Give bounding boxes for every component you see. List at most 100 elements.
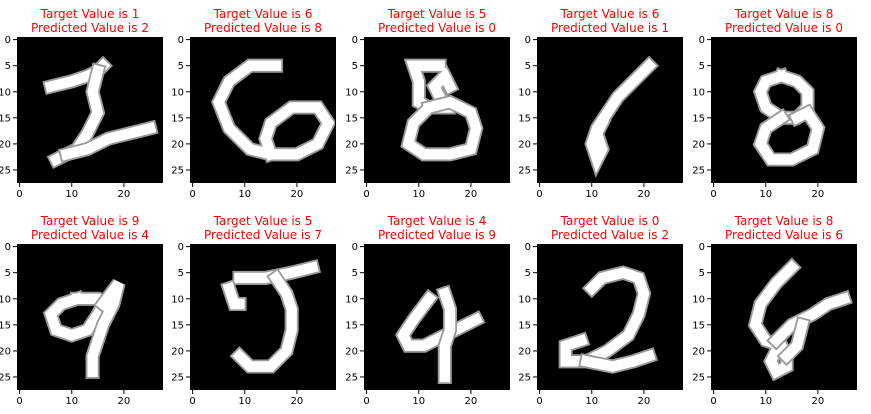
panel-target-title: Target Value is 6 xyxy=(560,7,660,21)
stroke-core xyxy=(213,60,335,161)
y-tick-label: 20 xyxy=(692,346,705,357)
y-tick-label: 10 xyxy=(0,294,11,305)
y-tick-label: 10 xyxy=(518,294,531,305)
x-tick-label: 20 xyxy=(638,189,651,200)
stroke-core xyxy=(438,286,456,383)
digit-4-strokes xyxy=(394,284,486,385)
y-tick-label: 15 xyxy=(692,320,705,331)
panel-predicted-title: Predicted Value is 1 xyxy=(551,21,669,35)
panel-predicted-title: Predicted Value is 4 xyxy=(31,228,149,242)
y-tick-label: 10 xyxy=(345,87,358,98)
y-tick-label: 10 xyxy=(0,87,11,98)
panel-frame xyxy=(364,37,510,183)
digit-8-strokes xyxy=(747,257,853,382)
y-tick-label: 20 xyxy=(345,139,358,150)
y-tick-label: 25 xyxy=(171,372,184,383)
panel-target-title: Target Value is 9 xyxy=(40,214,140,228)
x-tick-label: 0 xyxy=(189,189,195,200)
y-tick-label: 10 xyxy=(692,294,705,305)
digit-6-strokes xyxy=(584,55,660,178)
y-tick-label: 15 xyxy=(518,113,531,124)
stroke-core xyxy=(754,105,824,165)
digit-8-strokes xyxy=(752,67,826,167)
y-tick-label: 10 xyxy=(171,294,184,305)
stroke-core xyxy=(768,292,851,348)
panel-predicted-title: Predicted Value is 0 xyxy=(378,21,496,35)
x-tick-label: 10 xyxy=(585,189,598,200)
stroke-core xyxy=(397,291,484,351)
y-tick-label: 15 xyxy=(0,113,11,124)
y-tick-label: 0 xyxy=(525,35,531,46)
panel-target-title: Target Value is 6 xyxy=(213,7,313,21)
y-tick-label: 15 xyxy=(518,320,531,331)
x-tick-label: 10 xyxy=(412,189,425,200)
panel-frame xyxy=(190,244,336,390)
panel-frame xyxy=(364,244,510,390)
y-tick-label: 25 xyxy=(345,165,358,176)
panel-frame xyxy=(711,37,857,183)
panel-predicted-title: Predicted Value is 8 xyxy=(204,21,322,35)
x-tick-label: 20 xyxy=(465,396,478,407)
y-tick-label: 10 xyxy=(345,294,358,305)
x-tick-label: 10 xyxy=(65,189,78,200)
stroke-core xyxy=(222,281,245,310)
x-tick-label: 10 xyxy=(759,189,772,200)
y-tick-label: 25 xyxy=(0,165,11,176)
stroke-core xyxy=(44,292,110,341)
y-tick-label: 15 xyxy=(171,320,184,331)
panel-predicted-title: Predicted Value is 6 xyxy=(725,228,843,242)
x-tick-label: 20 xyxy=(465,189,478,200)
y-tick-label: 25 xyxy=(518,372,531,383)
stroke-core xyxy=(779,318,809,364)
y-tick-label: 5 xyxy=(5,61,11,72)
stroke-core xyxy=(560,267,650,367)
y-tick-label: 10 xyxy=(518,87,531,98)
y-tick-label: 5 xyxy=(352,268,358,279)
y-tick-label: 5 xyxy=(352,61,358,72)
panel-target-title: Target Value is 5 xyxy=(213,214,313,228)
digit-0-strokes xyxy=(558,265,659,374)
y-tick-label: 5 xyxy=(699,268,705,279)
y-tick-label: 15 xyxy=(171,113,184,124)
y-tick-label: 0 xyxy=(352,35,358,46)
panel-predicted-title: Predicted Value is 0 xyxy=(725,21,843,35)
x-tick-label: 20 xyxy=(291,189,304,200)
panel-frame xyxy=(17,37,163,183)
y-tick-label: 0 xyxy=(699,35,705,46)
x-tick-label: 0 xyxy=(710,189,716,200)
y-tick-label: 15 xyxy=(0,320,11,331)
x-tick-label: 20 xyxy=(118,396,131,407)
y-tick-label: 20 xyxy=(692,139,705,150)
y-tick-label: 25 xyxy=(345,372,358,383)
y-tick-label: 25 xyxy=(171,165,184,176)
x-tick-label: 0 xyxy=(363,189,369,200)
x-tick-label: 10 xyxy=(585,396,598,407)
y-tick-label: 20 xyxy=(345,346,358,357)
x-tick-label: 0 xyxy=(363,396,369,407)
y-tick-label: 5 xyxy=(525,61,531,72)
digit-1-strokes xyxy=(42,55,159,169)
y-tick-label: 25 xyxy=(692,165,705,176)
y-tick-label: 5 xyxy=(178,268,184,279)
y-tick-label: 5 xyxy=(5,268,11,279)
y-tick-label: 10 xyxy=(171,87,184,98)
panel-predicted-title: Predicted Value is 9 xyxy=(378,228,496,242)
digit-image xyxy=(364,244,510,390)
x-tick-label: 10 xyxy=(65,396,78,407)
stroke-core xyxy=(402,96,482,160)
y-tick-label: 5 xyxy=(525,268,531,279)
x-tick-label: 20 xyxy=(812,189,825,200)
y-tick-label: 20 xyxy=(0,346,11,357)
y-tick-label: 25 xyxy=(518,165,531,176)
x-tick-label: 20 xyxy=(118,189,131,200)
stroke-core xyxy=(232,270,297,372)
y-tick-label: 15 xyxy=(692,113,705,124)
y-tick-label: 20 xyxy=(0,139,11,150)
stroke-core xyxy=(60,121,157,161)
